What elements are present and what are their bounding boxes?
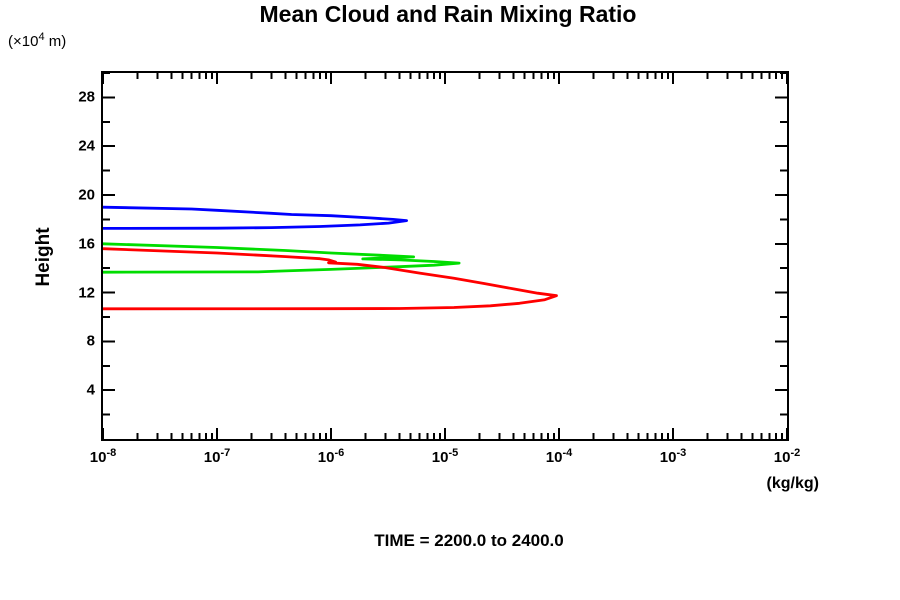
x-tick-label: 10-5	[432, 447, 458, 466]
y-tick-label: 12	[78, 284, 95, 302]
x-tick-base: 10	[659, 449, 677, 466]
x-tick-exponent: -5	[448, 447, 459, 459]
y-axis-unit-exponent: 4	[38, 31, 45, 43]
y-tick-label: 24	[78, 137, 95, 155]
x-tick-label: 10-8	[90, 447, 116, 466]
red-profile-line	[103, 247, 558, 311]
x-tick-base: 10	[545, 449, 563, 466]
x-tick-exponent: -4	[562, 447, 573, 459]
time-caption: TIME = 2200.0 to 2400.0	[374, 531, 564, 550]
x-tick-label: 10-7	[204, 447, 230, 466]
x-tick-exponent: -2	[790, 447, 801, 459]
x-tick-label: 10-4	[546, 447, 572, 466]
y-axis-unit-pre: (×10	[8, 33, 39, 50]
x-tick-base: 10	[431, 449, 449, 466]
x-tick-label: 10-6	[318, 447, 344, 466]
blue-profile-line	[103, 205, 409, 230]
x-tick-exponent: -7	[220, 447, 231, 459]
x-tick-base: 10	[317, 449, 335, 466]
chart-canvas	[103, 73, 787, 439]
y-tick-label: 4	[86, 381, 95, 399]
green-profile-line	[103, 242, 461, 274]
x-tick-exponent: -6	[334, 447, 345, 459]
y-tick-label: 16	[78, 235, 95, 253]
x-tick-label: 10-3	[660, 447, 686, 466]
y-axis-unit-label: (×104 m)	[8, 31, 66, 50]
y-axis-title: Height	[33, 227, 54, 287]
x-tick-base: 10	[203, 449, 221, 466]
y-axis-unit-post: m)	[44, 33, 67, 50]
x-axis-unit-label: (kg/kg)	[766, 475, 819, 492]
x-tick-label: 10-2	[774, 447, 800, 466]
x-tick-exponent: -3	[676, 447, 687, 459]
y-tick-label: 8	[86, 332, 95, 350]
x-tick-base: 10	[773, 449, 791, 466]
y-tick-label: 20	[78, 186, 95, 204]
plot-area	[101, 71, 789, 441]
y-tick-label: 28	[78, 88, 95, 106]
x-tick-exponent: -8	[106, 447, 117, 459]
x-tick-base: 10	[89, 449, 107, 466]
page-title: Mean Cloud and Rain Mixing Ratio	[259, 1, 637, 27]
